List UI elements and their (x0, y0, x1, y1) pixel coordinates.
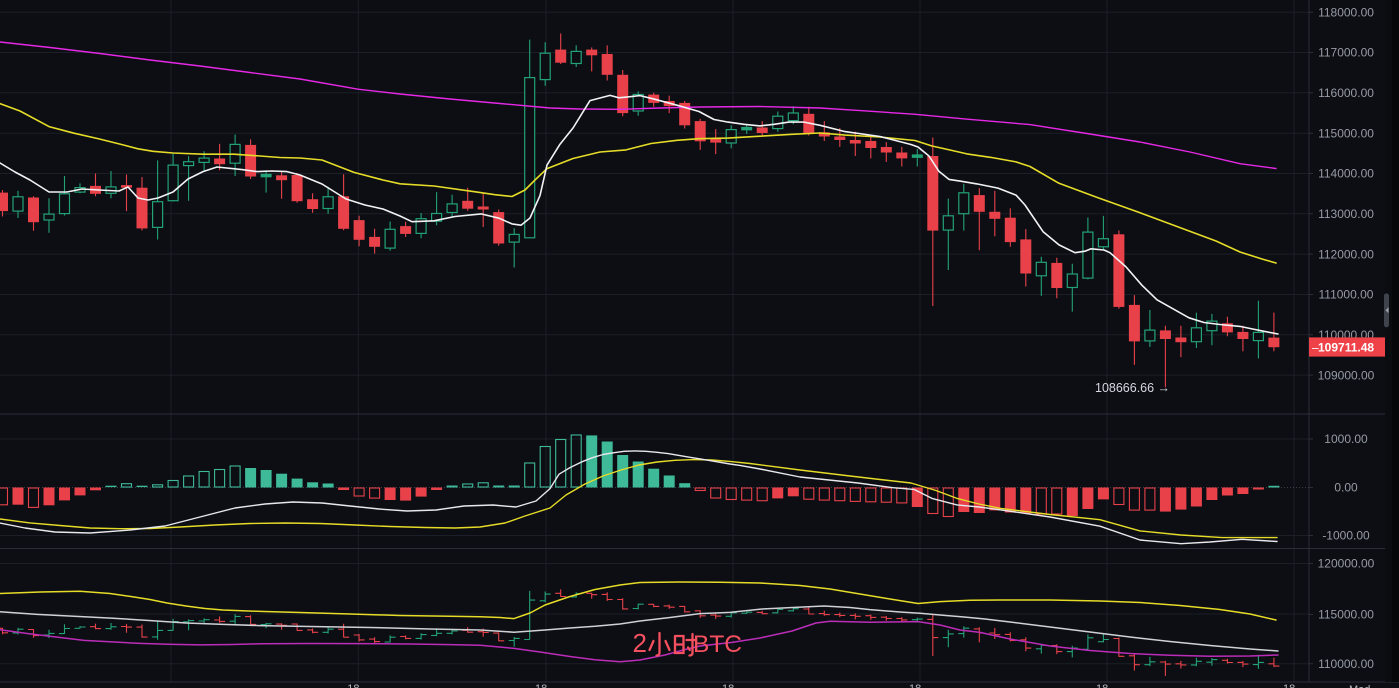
svg-text:18: 18 (1283, 683, 1295, 688)
svg-text:1000.00: 1000.00 (1324, 432, 1368, 446)
svg-text:110000.00: 110000.00 (1318, 657, 1374, 671)
svg-text:111000.00: 111000.00 (1319, 288, 1374, 302)
svg-text:–: – (1312, 340, 1319, 354)
svg-text:112000.00: 112000.00 (1318, 247, 1374, 261)
svg-text:0.00: 0.00 (1334, 481, 1358, 495)
svg-text:18: 18 (535, 683, 547, 688)
svg-text:-1000.00: -1000.00 (1322, 529, 1370, 543)
svg-text:118000.00: 118000.00 (1318, 5, 1374, 19)
svg-text:18: 18 (1096, 683, 1108, 688)
svg-text:109000.00: 109000.00 (1318, 368, 1375, 382)
svg-text:114000.00: 114000.00 (1318, 167, 1374, 181)
svg-text:115000.00: 115000.00 (1318, 126, 1374, 140)
svg-text:116000.00: 116000.00 (1318, 86, 1374, 100)
svg-text:BTC: BTC (693, 631, 742, 658)
svg-text:108666.66 →: 108666.66 → (1095, 381, 1170, 395)
svg-text:109711.48: 109711.48 (1318, 340, 1374, 354)
svg-text:18: 18 (722, 683, 734, 688)
svg-text:Mod: Mod (1349, 684, 1370, 688)
svg-text:117000.00: 117000.00 (1318, 46, 1374, 60)
svg-text:115000.00: 115000.00 (1318, 608, 1374, 622)
svg-text:18: 18 (909, 683, 921, 688)
svg-text:113000.00: 113000.00 (1318, 207, 1374, 221)
svg-text:120000.00: 120000.00 (1318, 557, 1375, 571)
svg-text:2: 2 (633, 628, 647, 658)
svg-text:18: 18 (347, 683, 359, 688)
